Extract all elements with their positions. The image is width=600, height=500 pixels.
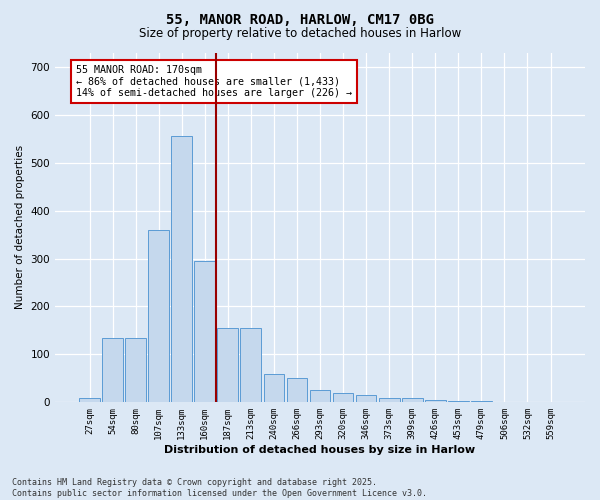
Bar — [125, 338, 146, 402]
Bar — [263, 374, 284, 402]
Bar — [402, 398, 422, 402]
Bar — [310, 390, 331, 402]
Bar — [172, 136, 192, 402]
Bar — [102, 338, 123, 402]
Bar — [448, 401, 469, 402]
Bar — [332, 392, 353, 402]
Bar — [241, 328, 261, 402]
Bar — [79, 398, 100, 402]
Bar — [356, 395, 376, 402]
Text: 55 MANOR ROAD: 170sqm
← 86% of detached houses are smaller (1,433)
14% of semi-d: 55 MANOR ROAD: 170sqm ← 86% of detached … — [76, 64, 352, 98]
X-axis label: Distribution of detached houses by size in Harlow: Distribution of detached houses by size … — [164, 445, 476, 455]
Bar — [217, 328, 238, 402]
Bar — [425, 400, 446, 402]
Y-axis label: Number of detached properties: Number of detached properties — [15, 146, 25, 310]
Bar — [379, 398, 400, 402]
Text: 55, MANOR ROAD, HARLOW, CM17 0BG: 55, MANOR ROAD, HARLOW, CM17 0BG — [166, 12, 434, 26]
Bar — [194, 261, 215, 402]
Bar — [148, 230, 169, 402]
Bar — [287, 378, 307, 402]
Text: Size of property relative to detached houses in Harlow: Size of property relative to detached ho… — [139, 28, 461, 40]
Text: Contains HM Land Registry data © Crown copyright and database right 2025.
Contai: Contains HM Land Registry data © Crown c… — [12, 478, 427, 498]
